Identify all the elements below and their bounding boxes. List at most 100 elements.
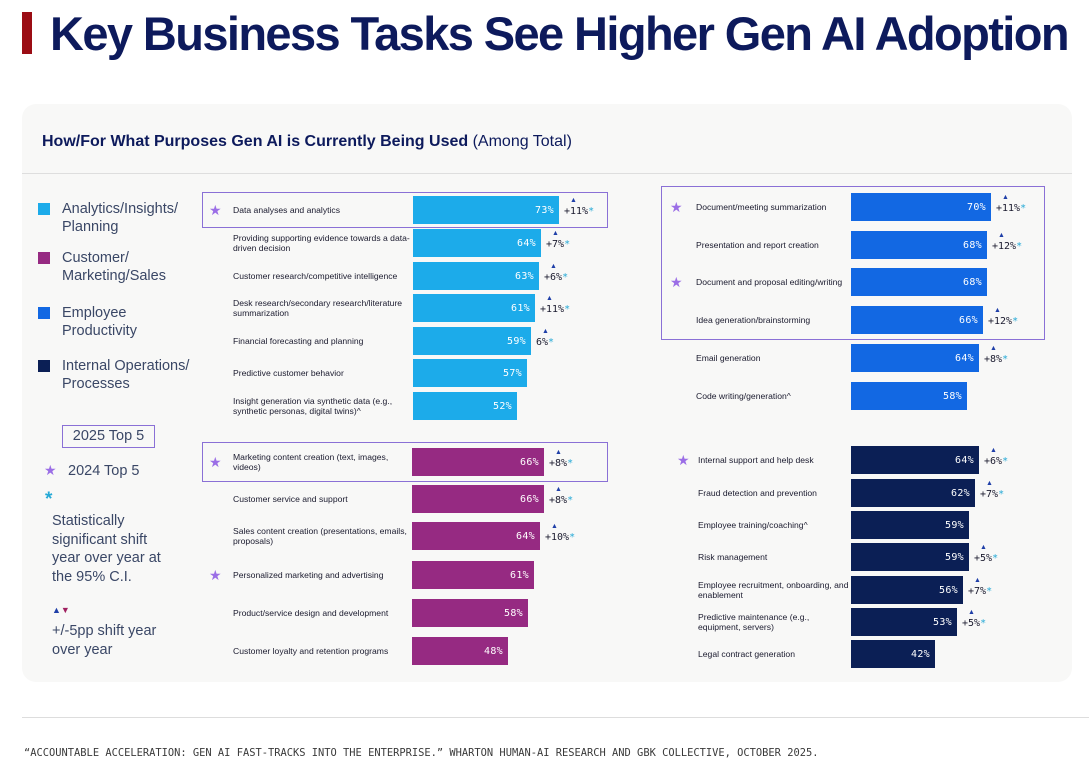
star-icon: ★ (209, 566, 222, 583)
chart-subtitle-rest: (Among Total) (472, 133, 572, 150)
significance-asterisk-icon: * (1002, 354, 1009, 365)
bar-value-label: 66% (520, 456, 539, 468)
legend-swatch-customer (38, 252, 50, 264)
change-value: +6% (984, 456, 1003, 467)
change-label: +8%* (549, 495, 573, 506)
bar-value-label: 56% (939, 584, 958, 596)
bar (851, 543, 969, 571)
change-value: +8% (549, 458, 568, 469)
change-value: +11% (996, 203, 1021, 214)
bar-row-analytics-insights-planning-predictive-customer-behavior: Predictive customer behavior 57% (0, 359, 1089, 387)
significance-asterisk-icon: * (1016, 241, 1023, 252)
source-footer: “ACCOUNTABLE ACCELERATION: GEN AI FAST-T… (24, 747, 819, 759)
significance-asterisk-icon: * (998, 489, 1005, 500)
bar-row-internal-operations-processes-predictive-maintenance-e-g-equ: Predictive maintenance (e.g., equipment,… (0, 608, 1089, 636)
bar-label: Employee training/coaching^ (698, 519, 808, 530)
star-icon: ★ (677, 451, 690, 468)
bar (413, 327, 531, 355)
bar-label: Predictive customer behavior (233, 367, 344, 378)
significance-asterisk-icon: * (1002, 456, 1009, 467)
change-value: +6% (544, 272, 563, 283)
legend-label-internal: Internal Operations/ Processes (62, 358, 190, 392)
legend-swatch-internal (38, 360, 50, 372)
change-label: +6%* (984, 456, 1008, 467)
star-icon: ★ (209, 453, 222, 470)
bar-label: Employee recruitment, onboarding, and en… (698, 579, 849, 601)
change-value: +5% (962, 618, 981, 629)
star-icon: ★ (670, 273, 683, 290)
change-value: +7% (968, 586, 987, 597)
bar (851, 344, 979, 372)
significance-asterisk-icon: * (569, 532, 576, 543)
bar-row-customer-marketing-sales-customer-loyalty-and-retention: Customer loyalty and retention programs 4… (0, 637, 1089, 665)
bar (851, 511, 969, 539)
triangle-up-icon: ▲ (990, 345, 997, 352)
change-label: +7%* (546, 239, 570, 250)
change-label: +6%* (544, 272, 568, 283)
bar-value-label: 59% (945, 519, 964, 531)
change-label: +5%* (974, 553, 998, 564)
bar (851, 608, 957, 636)
change-label: +11%* (996, 203, 1026, 214)
bar-row-employee-productivity-presentation-and-report-creati: Presentation and report creation 68% ▲ +12%… (0, 231, 1089, 259)
change-label: +8%* (549, 458, 573, 469)
bar-label: Internal support and help desk (698, 454, 814, 465)
bar-row-customer-marketing-sales-customer-service-and-support: Customer service and support 66% ▲ +8%* (0, 485, 1089, 513)
bar-value-label: 53% (933, 616, 952, 628)
bar (413, 229, 541, 257)
significance-asterisk-icon: * (567, 495, 574, 506)
significance-asterisk-icon: * (986, 586, 993, 597)
triangle-up-icon: ▲ (555, 449, 562, 456)
bar (851, 382, 967, 410)
legend-2025-top5: 2025 Top 5 (62, 425, 155, 448)
bar-value-label: 66% (520, 493, 539, 505)
change-label: +11%* (564, 206, 594, 217)
bar-row-internal-operations-processes-internal-support-and-help-desk: ★ Internal support and help desk 64% ▲ +6%* (0, 446, 1089, 474)
bar-value-label: 64% (516, 530, 535, 542)
bar-value-label: 58% (504, 607, 523, 619)
star-icon: ★ (209, 201, 222, 218)
change-label: +12%* (992, 241, 1022, 252)
bar-value-label: 48% (484, 645, 503, 657)
top5-box-data-analyses (202, 192, 608, 228)
bar-row-customer-marketing-sales-personalized-marketing-and-adv: ★ Personalized marketing and advertising 6… (0, 561, 1089, 589)
change-value: +12% (992, 241, 1017, 252)
bar (851, 268, 987, 296)
significance-asterisk-icon: * (1020, 203, 1027, 214)
bar-value-label: 58% (943, 390, 962, 402)
bar-label: Marketing content creation (text, images… (233, 451, 389, 473)
change-label: +10%* (545, 532, 575, 543)
bar-value-label: 59% (507, 335, 526, 347)
bar-label: Fraud detection and prevention (698, 487, 817, 498)
triangle-up-icon: ▲ (974, 577, 981, 584)
top5-box-employee-productivity (661, 186, 1045, 340)
triangle-up-icon: ▲ (555, 486, 562, 493)
change-label: +12%* (988, 316, 1018, 327)
bar-label: Legal contract generation (698, 648, 795, 659)
bar-value-label: 61% (511, 302, 530, 314)
change-value: +8% (984, 354, 1003, 365)
bar-row-employee-productivity-idea-generation-brainstorming: Idea generation/brainstorming 66% ▲ +12%* (0, 306, 1089, 334)
bar-label: Customer loyalty and retention programs (233, 645, 389, 656)
triangle-up-icon: ▲ (986, 480, 993, 487)
bar-row-analytics-insights-planning-financial-forecasting-and-plan: Financial forecasting and planning 59% ▲ 6%… (0, 327, 1089, 355)
bar-row-internal-operations-processes-employee-training-coaching: Employee training/coaching^ 59% (0, 511, 1089, 539)
change-value: +8% (549, 495, 568, 506)
bar-value-label: 62% (951, 487, 970, 499)
significance-asterisk-icon: * (564, 239, 571, 250)
bar (412, 485, 544, 513)
bar-row-employee-productivity-document-meeting-summarization: ★ Document/meeting summarization 70% ▲ +11%* (0, 193, 1089, 221)
triangle-up-icon: ▲ (550, 263, 557, 270)
bar-row-customer-marketing-sales-marketing-content-creation-tex: ★ Marketing content creation (text, image… (0, 448, 1089, 476)
bar-row-internal-operations-processes-fraud-detection-and-prevention: Fraud detection and prevention 62% ▲ +7%* (0, 479, 1089, 507)
change-value: +7% (546, 239, 565, 250)
legend-2024-top5: 2024 Top 5 (68, 463, 140, 479)
bar (851, 193, 991, 221)
bar (851, 231, 987, 259)
change-value: +10% (545, 532, 570, 543)
change-value: 6% (536, 337, 549, 348)
bar-row-analytics-insights-planning-insight-generation-via-synthet: Insight generation via synthetic data (e… (0, 392, 1089, 420)
legend-significance-label: Statistically significant shift year ove… (52, 513, 161, 585)
bar-row-customer-marketing-sales-product-service-design-and-dev: Product/service design and development 58… (0, 599, 1089, 627)
bar-value-label: 68% (963, 239, 982, 251)
